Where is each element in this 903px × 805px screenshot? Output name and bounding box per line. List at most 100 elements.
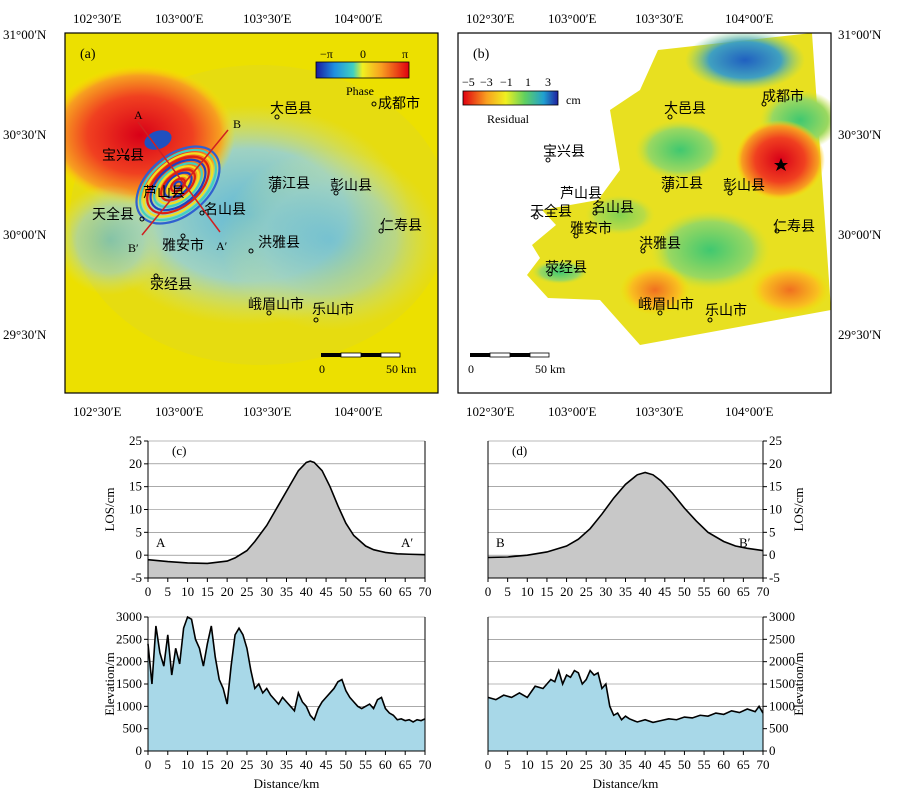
series-line xyxy=(487,471,764,559)
x-tick-label: 55 xyxy=(359,584,372,599)
city-renshou: 仁寿县 xyxy=(380,217,422,234)
city-dot xyxy=(727,190,733,196)
x-tick-label: 15 xyxy=(201,584,214,599)
y-tick-label: 0 xyxy=(769,743,776,758)
city-emeishan: 峨眉山市 xyxy=(248,296,304,313)
x-tick-label: 10 xyxy=(521,584,534,599)
profile-line-aa xyxy=(137,121,221,233)
y-tick-label: 500 xyxy=(769,721,789,736)
x-tick-label: 50 xyxy=(678,584,691,599)
x-tick-label: 40 xyxy=(300,584,313,599)
y-tick-label: 3000 xyxy=(769,609,795,624)
panel-b-frame xyxy=(457,32,832,394)
x-tick-label: 10 xyxy=(181,584,194,599)
a-left-tick-3: 30°00′N xyxy=(3,227,47,242)
y-tick-label: 15 xyxy=(769,479,782,494)
b-bottom-tick-4: 104°00′E xyxy=(725,404,774,419)
resid-unit: cm xyxy=(566,93,581,107)
city-dayi: 大邑县 xyxy=(270,101,312,117)
x-tick-label: 65 xyxy=(737,757,750,772)
a-bottom-tick-2: 103°00′E xyxy=(155,404,204,419)
panel-b-cities: 大邑县 成都市 宝兴县 芦山县 名山县 天全县 雅安市 洪雅县 蒲江县 彭山县 … xyxy=(530,88,815,323)
x-tick-label: 65 xyxy=(737,584,750,599)
city-yingjing-b: 荥经县 xyxy=(545,260,587,276)
b-top-tick-1: 102°30′E xyxy=(466,11,515,26)
city-chengdu: 成都市 xyxy=(378,95,420,112)
x-tick-label: 5 xyxy=(504,757,511,772)
y-tick-label: 2000 xyxy=(116,654,142,669)
city-dot xyxy=(667,114,673,120)
profile-line-bb xyxy=(141,129,229,236)
city-mingshan-b: 名山县 xyxy=(592,200,634,216)
profile-end-label: A′ xyxy=(401,535,413,550)
x-tick-label: 55 xyxy=(359,757,372,772)
city-dot xyxy=(592,210,598,216)
a-top-tick-3: 103°30′E xyxy=(243,11,292,26)
city-dot xyxy=(707,317,713,323)
y-tick-label: 0 xyxy=(769,547,776,562)
x-tick-label: 40 xyxy=(639,757,652,772)
b-top-tick-4: 104°00′E xyxy=(725,11,774,26)
y-tick-label: 5 xyxy=(769,524,776,539)
a-bottom-tick-1: 102°30′E xyxy=(73,404,122,419)
x-tick-label: 20 xyxy=(560,757,573,772)
y-tick-label: 1000 xyxy=(116,698,142,713)
panel-a-label: (a) xyxy=(80,47,96,62)
city-tianquan-b: 天全县 xyxy=(530,203,572,220)
phase-map xyxy=(65,33,438,393)
profile-label-b: B xyxy=(233,117,241,131)
city-leshan: 乐山市 xyxy=(312,301,354,318)
city-dot xyxy=(153,273,159,279)
x-tick-label: 0 xyxy=(485,757,492,772)
y-tick-label: 500 xyxy=(123,721,143,736)
y-tick-label: 0 xyxy=(136,743,143,758)
x-tick-label: 30 xyxy=(599,584,612,599)
city-chengdu-b: 成都市 xyxy=(762,88,804,105)
y-tick-label: 1000 xyxy=(769,698,795,713)
x-tick-label: 25 xyxy=(580,757,593,772)
phase-max-label: π xyxy=(402,47,408,61)
x-tick-label: 45 xyxy=(658,757,671,772)
city-baoxing-b: 宝兴县 xyxy=(543,144,585,160)
city-hongya: 洪雅县 xyxy=(258,235,300,251)
x-tick-label: 5 xyxy=(165,757,172,772)
city-dot xyxy=(180,233,186,239)
y-tick-label: 2000 xyxy=(769,654,795,669)
panel-a: (a) −π 0 π Phase A A′ B B′ 大邑县 成都市 宝兴县 芦… xyxy=(3,11,439,419)
resid-title: Residual xyxy=(487,112,530,126)
a-top-tick-4: 104°00′E xyxy=(334,11,383,26)
x-tick-label: 20 xyxy=(221,757,234,772)
a-left-tick-1: 31°00′N xyxy=(3,27,47,42)
city-lushan: 芦山县 xyxy=(143,185,185,201)
city-dot xyxy=(266,310,272,316)
resid-tick-3: −1 xyxy=(500,75,513,89)
y-tick-label: 20 xyxy=(769,456,782,471)
x-tick-label: 55 xyxy=(698,584,711,599)
area-fill xyxy=(148,617,425,751)
city-dot xyxy=(774,228,780,234)
x-tick-label: 20 xyxy=(221,584,234,599)
y-tick-label: 25 xyxy=(129,433,142,448)
city-dot xyxy=(333,190,339,196)
x-tick-label: 50 xyxy=(339,757,352,772)
panel-a-frame xyxy=(64,32,439,394)
city-dot xyxy=(371,101,377,107)
x-tick-label: 35 xyxy=(280,757,293,772)
y-tick-label: 5 xyxy=(136,524,143,539)
profile-label-b-prime: B′ xyxy=(128,241,139,255)
city-dot xyxy=(378,228,384,234)
b-top-tick-3: 103°30′E xyxy=(635,11,684,26)
x-tick-label: 45 xyxy=(320,757,333,772)
city-dayi-b: 大邑县 xyxy=(664,101,706,117)
y-axis-label: LOS/cm xyxy=(791,487,806,531)
x-tick-label: 30 xyxy=(260,584,273,599)
city-renshou-b: 仁寿县 xyxy=(773,218,815,235)
x-tick-label: 70 xyxy=(419,584,432,599)
panel-b: (b) −5 −3 −1 1 3 cm Residual 大邑县 成都市 宝兴县… xyxy=(457,11,882,419)
x-tick-label: 20 xyxy=(560,584,573,599)
chart-panel-label: (d) xyxy=(512,443,527,458)
city-yaan: 雅安市 xyxy=(162,237,204,254)
